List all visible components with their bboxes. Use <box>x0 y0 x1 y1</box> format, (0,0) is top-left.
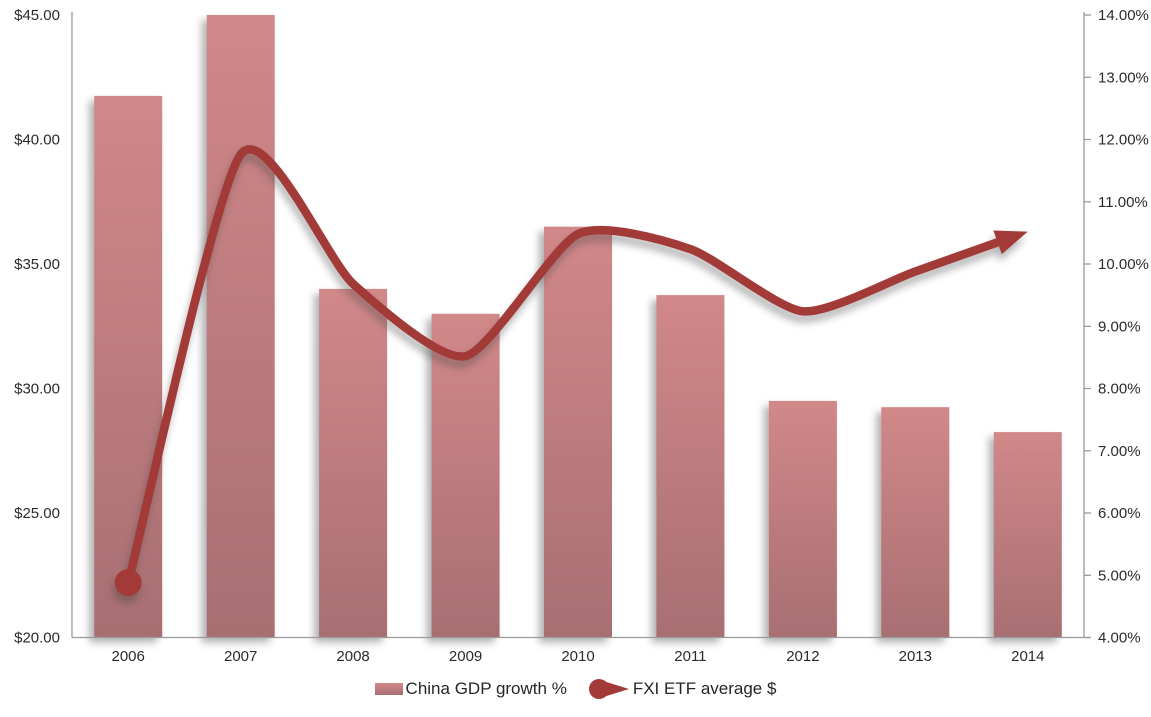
bar-2011[interactable] <box>656 295 725 638</box>
legend-item-fxi-etf[interactable]: FXI ETF average $ <box>588 677 777 701</box>
bar-series <box>94 15 1062 638</box>
x-axis-label-2011: 2011 <box>674 648 706 665</box>
bar-2012[interactable] <box>768 400 837 638</box>
left-axis-label: $30.00 <box>14 381 60 398</box>
right-axis-label: 9.00% <box>1098 318 1141 335</box>
right-axis-label: 10.00% <box>1098 256 1149 273</box>
x-axis-label-2008: 2008 <box>336 648 369 665</box>
x-axis-label-2010: 2010 <box>561 648 594 665</box>
left-axis-label: $25.00 <box>14 505 60 522</box>
right-axis-label: 14.00% <box>1098 7 1149 24</box>
x-axis-labels: 2006 2007 2008 2009 2010 2011 2012 2013 2014 <box>112 648 1045 665</box>
right-axis-label: 13.00% <box>1098 69 1149 86</box>
fxi-etf-line[interactable] <box>123 145 1019 587</box>
left-axis-label: $40.00 <box>14 132 60 149</box>
bar-2010[interactable] <box>544 226 612 638</box>
x-axis-label-2012: 2012 <box>786 648 819 665</box>
right-axis-label: 6.00% <box>1098 505 1141 522</box>
bar-2009[interactable] <box>431 313 500 638</box>
x-axis-label-2006: 2006 <box>112 648 145 665</box>
legend-marker-line <box>588 679 629 699</box>
x-axis-label-2009: 2009 <box>449 648 482 665</box>
bar-2013[interactable] <box>881 407 950 638</box>
line-arrowhead-icon[interactable] <box>993 230 1028 255</box>
line-series <box>114 145 1028 597</box>
legend-label-fxi-etf: FXI ETF average $ <box>632 679 777 698</box>
right-axis-labels: 14.00% 13.00% 12.00% 11.00% 10.00% 9.00% 8.00%… <box>1098 7 1149 647</box>
right-axis-label: 11.00% <box>1098 194 1148 211</box>
bar-2008[interactable] <box>319 288 388 638</box>
x-axis-label-2014: 2014 <box>1011 648 1044 665</box>
line-start-dot[interactable] <box>114 569 142 597</box>
left-axis-labels: $45.00 $40.00 $35.00 $30.00 $25.00 $20.00 <box>14 7 60 647</box>
bar-2014[interactable] <box>993 432 1062 638</box>
legend-label-china-gdp: China GDP growth % <box>405 679 567 698</box>
left-axis-label: $45.00 <box>14 7 60 24</box>
right-axis-label: 12.00% <box>1098 132 1149 149</box>
left-axis-label: $20.00 <box>14 630 60 647</box>
x-axis-label-2007: 2007 <box>224 648 257 665</box>
x-axis-label-2013: 2013 <box>899 648 932 665</box>
right-axis-label: 8.00% <box>1098 381 1141 398</box>
bar-2007[interactable] <box>206 15 275 638</box>
right-axis-label: 4.00% <box>1098 630 1141 647</box>
legend-item-china-gdp[interactable]: China GDP growth % <box>374 679 567 699</box>
legend-swatch-bar <box>374 683 403 695</box>
right-axis-label: 7.00% <box>1098 443 1141 460</box>
bar-2006[interactable] <box>94 95 163 638</box>
right-axis-label: 5.00% <box>1098 567 1141 584</box>
axes <box>71 12 1091 639</box>
left-axis-label: $35.00 <box>14 256 60 273</box>
legend: China GDP growth % FXI ETF average $ <box>0 674 1151 704</box>
